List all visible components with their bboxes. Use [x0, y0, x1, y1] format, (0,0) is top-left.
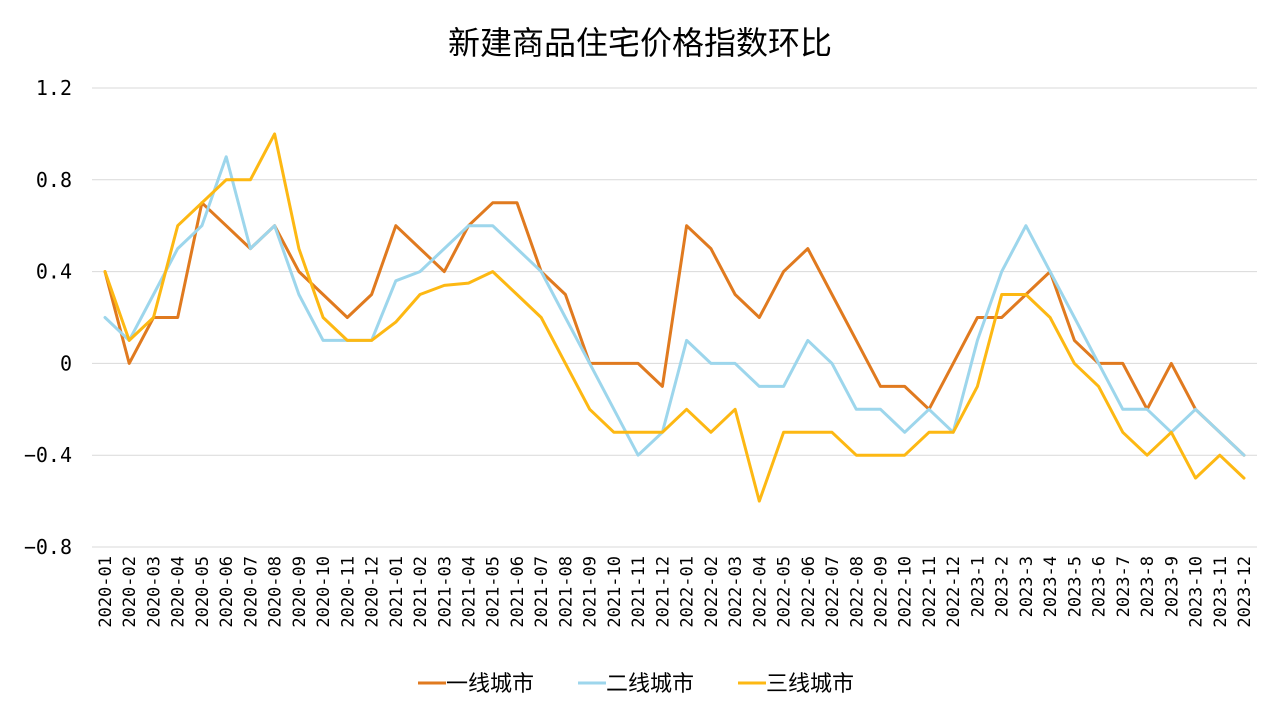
y-tick-label: 0.8 — [36, 168, 72, 192]
x-tick-label: 2022-08 — [847, 556, 867, 628]
x-tick-label: 2023-11 — [1211, 556, 1231, 628]
legend-label-3: 三线城市 — [766, 672, 854, 697]
x-tick-label: 2023-8 — [1138, 556, 1158, 617]
x-tick-label: 2023-2 — [993, 556, 1013, 617]
x-tick-label: 2021-10 — [605, 556, 625, 628]
x-tick-label: 2021-03 — [435, 556, 455, 628]
y-tick-label: 0 — [60, 351, 72, 375]
x-tick-label: 2020-07 — [241, 556, 261, 628]
x-tick-label: 2023-12 — [1235, 556, 1255, 628]
x-tick-label: 2022-12 — [944, 556, 964, 628]
x-tick-label: 2021-09 — [581, 556, 601, 628]
x-tick-label: 2022-09 — [871, 556, 891, 628]
x-tick-label: 2020-03 — [144, 556, 164, 628]
x-tick-label: 2022-04 — [750, 556, 770, 628]
x-tick-label: 2023-5 — [1065, 556, 1085, 617]
x-tick-label: 2020-04 — [169, 556, 189, 628]
x-tick-label: 2021-06 — [508, 556, 528, 628]
series-line-1 — [103, 201, 1246, 457]
y-tick-label: 0.4 — [36, 260, 72, 284]
x-tick-label: 2020-08 — [266, 556, 286, 628]
x-tick-label: 2023-7 — [1114, 556, 1134, 617]
x-tick-label: 2020-11 — [338, 556, 358, 628]
x-tick-label: 2020-10 — [314, 556, 334, 628]
x-tick-label: 2022-07 — [823, 556, 843, 628]
x-tick-label: 2023-6 — [1090, 556, 1110, 617]
x-tick-label: 2022-11 — [920, 556, 940, 628]
x-tick-label: 2023-9 — [1162, 556, 1182, 617]
x-tick-label: 2021-12 — [653, 556, 673, 628]
x-tick-label: 2021-01 — [387, 556, 407, 628]
legend-label-2: 二线城市 — [606, 672, 694, 697]
x-tick-label: 2020-01 — [96, 556, 116, 628]
x-tick-label: 2023-4 — [1041, 556, 1061, 617]
legend-label-1: 一线城市 — [446, 672, 534, 697]
series-lines — [103, 132, 1246, 503]
x-tick-label: 2022-05 — [775, 556, 795, 628]
x-axis-ticks: 2020-01 2020-02 2020-03 2020-04 2020-05 2020-… — [96, 556, 1255, 628]
x-tick-label: 2023-3 — [1017, 556, 1037, 617]
y-tick-label: −0.8 — [24, 535, 72, 559]
x-tick-label: 2020-09 — [290, 556, 310, 628]
x-tick-label: 2021-08 — [556, 556, 576, 628]
series-line-2 — [103, 155, 1246, 457]
chart-title: 新建商品住宅价格指数环比 — [448, 24, 832, 62]
x-tick-label: 2022-02 — [702, 556, 722, 628]
y-tick-label: 1.2 — [36, 76, 72, 100]
x-tick-label: 2020-06 — [217, 556, 237, 628]
y-tick-label: −0.4 — [24, 443, 72, 467]
x-tick-label: 2021-07 — [532, 556, 552, 628]
gridlines — [92, 87, 1257, 548]
x-tick-label: 2023-10 — [1187, 556, 1207, 628]
x-tick-label: 2022-06 — [799, 556, 819, 628]
x-tick-label: 2020-05 — [193, 556, 213, 628]
x-tick-label: 2021-04 — [460, 556, 480, 628]
x-tick-label: 2022-03 — [726, 556, 746, 628]
x-tick-label: 2022-01 — [678, 556, 698, 628]
x-tick-label: 2022-10 — [896, 556, 916, 628]
series-line-3 — [103, 132, 1246, 503]
x-tick-label: 2023-1 — [968, 556, 988, 617]
x-tick-label: 2020-02 — [120, 556, 140, 628]
legend: 一线城市 二线城市 三线城市 — [418, 672, 854, 697]
x-tick-label: 2021-11 — [629, 556, 649, 628]
x-tick-label: 2020-12 — [363, 556, 383, 628]
y-axis-ticks: 1.2 0.8 0.4 0 −0.4 −0.8 — [24, 76, 72, 559]
x-tick-label: 2021-02 — [411, 556, 431, 628]
x-tick-label: 2021-05 — [484, 556, 504, 628]
